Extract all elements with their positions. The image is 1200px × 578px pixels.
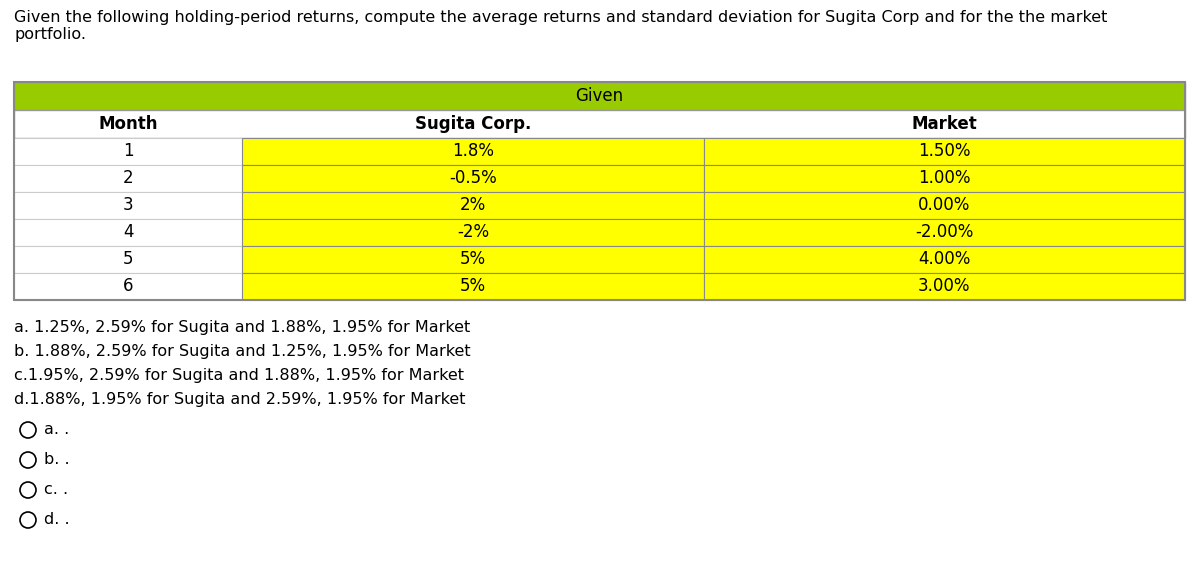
- Bar: [14, 273, 242, 300]
- Text: -0.5%: -0.5%: [449, 169, 497, 187]
- Text: Market: Market: [911, 115, 977, 133]
- Text: a. .: a. .: [44, 423, 70, 438]
- Text: 2%: 2%: [460, 196, 486, 214]
- Text: 5: 5: [122, 250, 133, 268]
- Bar: [14, 82, 1186, 300]
- Text: 3.00%: 3.00%: [918, 277, 971, 295]
- Bar: [704, 138, 1186, 165]
- Text: 1: 1: [122, 142, 133, 160]
- Text: c. .: c. .: [44, 483, 68, 498]
- Text: c.1.95%, 2.59% for Sugita and 1.88%, 1.95% for Market: c.1.95%, 2.59% for Sugita and 1.88%, 1.9…: [14, 368, 464, 383]
- Text: 6: 6: [122, 277, 133, 295]
- Bar: [242, 273, 704, 300]
- Bar: [242, 219, 704, 246]
- Text: 0.00%: 0.00%: [918, 196, 970, 214]
- Bar: [14, 165, 242, 192]
- Bar: [704, 192, 1186, 219]
- Bar: [14, 110, 1186, 138]
- Text: d.1.88%, 1.95% for Sugita and 2.59%, 1.95% for Market: d.1.88%, 1.95% for Sugita and 2.59%, 1.9…: [14, 392, 466, 407]
- Bar: [704, 273, 1186, 300]
- Bar: [242, 192, 704, 219]
- Bar: [14, 246, 242, 273]
- Bar: [242, 165, 704, 192]
- Bar: [704, 219, 1186, 246]
- Text: 1.8%: 1.8%: [452, 142, 494, 160]
- Text: Sugita Corp.: Sugita Corp.: [415, 115, 532, 133]
- Text: Given: Given: [575, 87, 623, 105]
- Bar: [242, 138, 704, 165]
- Bar: [14, 138, 242, 165]
- Text: 5%: 5%: [460, 277, 486, 295]
- Text: 1.50%: 1.50%: [918, 142, 971, 160]
- Text: 2: 2: [122, 169, 133, 187]
- Text: 5%: 5%: [460, 250, 486, 268]
- Bar: [242, 246, 704, 273]
- Bar: [704, 246, 1186, 273]
- Bar: [14, 219, 242, 246]
- Text: Given the following holding-period returns, compute the average returns and stan: Given the following holding-period retur…: [14, 10, 1108, 42]
- Text: 4.00%: 4.00%: [918, 250, 970, 268]
- Text: a. 1.25%, 2.59% for Sugita and 1.88%, 1.95% for Market: a. 1.25%, 2.59% for Sugita and 1.88%, 1.…: [14, 320, 470, 335]
- Text: b. 1.88%, 2.59% for Sugita and 1.25%, 1.95% for Market: b. 1.88%, 2.59% for Sugita and 1.25%, 1.…: [14, 344, 470, 359]
- Text: 4: 4: [122, 223, 133, 241]
- Bar: [14, 192, 242, 219]
- Text: -2%: -2%: [457, 223, 490, 241]
- Bar: [14, 82, 1186, 110]
- Text: 3: 3: [122, 196, 133, 214]
- Bar: [704, 165, 1186, 192]
- Text: d. .: d. .: [44, 513, 70, 528]
- Text: Month: Month: [98, 115, 157, 133]
- Text: -2.00%: -2.00%: [914, 223, 973, 241]
- Text: 1.00%: 1.00%: [918, 169, 971, 187]
- Text: b. .: b. .: [44, 453, 70, 468]
